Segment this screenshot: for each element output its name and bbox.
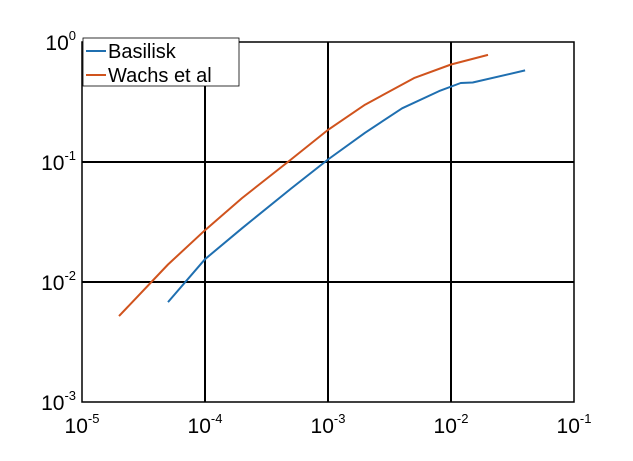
y-tick-label: 10-1 [41, 148, 76, 175]
series-line-basilisk [167, 69, 526, 303]
legend-label: Basilisk [108, 41, 177, 63]
legend-box [82, 37, 240, 87]
x-tick-label: 10-5 [65, 411, 100, 438]
y-tick-label: 100 [45, 28, 76, 55]
x-tick-label: 10-1 [557, 411, 592, 438]
y-tick-label: 10-3 [41, 388, 76, 415]
x-tick-label: 10-4 [188, 411, 223, 438]
legend-label: Wachs et al [108, 65, 212, 87]
x-tick-label: 10-3 [311, 411, 346, 438]
y-axis-ticks: 10-3 10-2 10-1 100 [41, 28, 88, 415]
y-tick-label: 10-2 [41, 268, 76, 295]
series-line-wachs-et-al [118, 53, 489, 317]
series-lines [118, 53, 526, 317]
grid [82, 42, 574, 402]
x-tick-label: 10-2 [434, 411, 469, 438]
x-axis-ticks: 10-5 10-4 10-3 10-2 10-1 [65, 396, 592, 438]
